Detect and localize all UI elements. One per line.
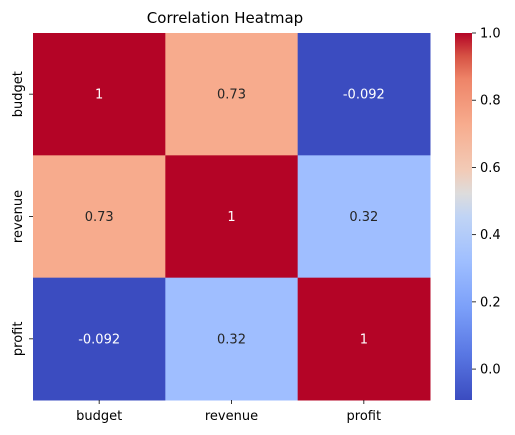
heatmap-cells — [33, 33, 431, 401]
heatmap-cell-label: 0.32 — [217, 332, 246, 347]
heatmap-cell — [33, 277, 166, 401]
colorbar-tick-label: 0.6 — [480, 161, 501, 176]
colorbar-tick-label: 1.0 — [480, 27, 501, 42]
heatmap-cell-label: -0.092 — [78, 332, 120, 347]
colorbar-tick-label: 0.4 — [480, 228, 501, 243]
heatmap-cell — [297, 277, 431, 401]
colorbar-ticks: 1.0 0.8 0.6 0.4 0.2 0.0 — [472, 27, 501, 378]
heatmap-cell — [33, 33, 166, 156]
heatmap-cell-label: 0.32 — [349, 210, 378, 225]
heatmap-cell-label: 1 — [360, 332, 368, 347]
colorbar-tick-label: 0.0 — [480, 363, 501, 378]
heatmap-annotations: 1 0.73 -0.092 0.73 1 0.32 -0.092 0.32 1 — [78, 88, 385, 348]
heatmap-cell — [33, 155, 166, 279]
x-axis: budget revenue profit — [76, 400, 381, 424]
colorbar-tick-label: 0.8 — [480, 94, 501, 109]
heatmap-cell-label: 0.73 — [85, 210, 114, 225]
heatmap-cell-label: 0.73 — [217, 88, 246, 103]
y-tick-label: revenue — [11, 190, 26, 243]
x-tick-label: profit — [347, 409, 382, 424]
heatmap-cell — [165, 277, 299, 401]
heatmap-cell — [297, 33, 431, 156]
chart-title: Correlation Heatmap — [147, 9, 303, 27]
y-axis: budget revenue profit — [11, 71, 33, 356]
heatmap-cell — [165, 155, 299, 279]
heatmap-cell — [297, 155, 431, 279]
y-tick-label: budget — [11, 71, 26, 117]
x-tick-label: revenue — [205, 409, 258, 424]
heatmap-cell — [165, 33, 299, 156]
y-tick-label: profit — [11, 322, 26, 357]
colorbar — [455, 33, 472, 400]
x-tick-label: budget — [76, 409, 122, 424]
colorbar-tick-label: 0.2 — [480, 295, 501, 310]
heatmap-cell-label: 1 — [95, 88, 103, 103]
heatmap-cell-label: -0.092 — [343, 88, 385, 103]
heatmap-cell-label: 1 — [227, 210, 235, 225]
colorbar-gradient — [455, 33, 472, 400]
